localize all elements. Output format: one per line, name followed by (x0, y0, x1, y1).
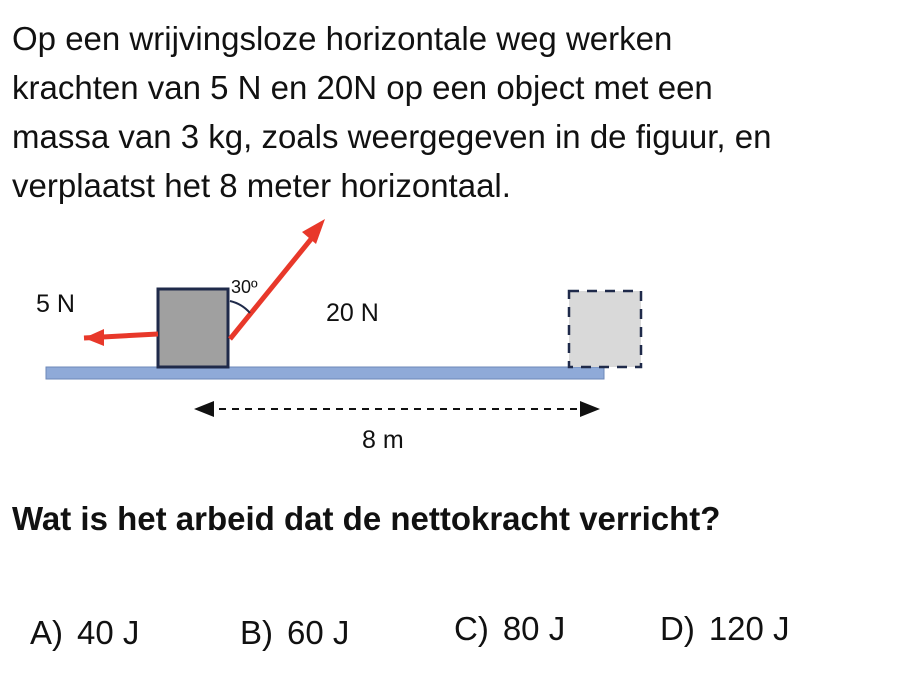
problem-line-3: massa van 3 kg, zoals weergegeven in de … (12, 118, 772, 155)
force-diagram: 5 N 20 N 30º 8 m (36, 219, 643, 454)
angle-arc (229, 300, 251, 314)
question: Wat is het arbeid dat de nettokracht ver… (12, 500, 721, 537)
force-angled-label: 20 N (326, 299, 379, 327)
force-arrow-20n (228, 231, 318, 341)
choice-c[interactable]: C) 80 J (454, 610, 565, 648)
problem-line-2: krachten van 5 N en 20N op een object me… (12, 69, 713, 106)
choice-d[interactable]: D) 120 J (660, 610, 790, 648)
choice-c-text: 80 J (502, 610, 566, 647)
choice-a-text: 40 J (77, 614, 140, 651)
object-block (156, 287, 230, 369)
force-left-label: 5 N (36, 290, 75, 318)
choice-a[interactable]: A) 40 J (30, 614, 139, 652)
choice-b-letter: B) (240, 614, 273, 651)
choice-b-text: 60 J (287, 614, 350, 651)
force-arrow-5n-head (84, 329, 104, 346)
problem-statement: Op een wrijvingsloze horizontale weg wer… (12, 14, 892, 210)
angle-label: 30º (231, 277, 258, 297)
choice-b[interactable]: B) 60 J (240, 614, 349, 652)
distance-arrow-left-head (194, 401, 214, 417)
choice-d-letter: D) (660, 610, 695, 647)
force-arrow-20n-head (302, 219, 325, 244)
choice-d-text: 120 J (708, 610, 790, 647)
distance-arrow-right-head (580, 401, 600, 417)
final-position-block (567, 289, 643, 369)
problem-line-4: verplaatst het 8 meter horizontaal. (12, 167, 511, 204)
choice-c-letter: C) (454, 610, 489, 647)
distance-label: 8 m (362, 426, 404, 454)
ground-surface (45, 366, 605, 380)
choice-a-letter: A) (30, 614, 63, 651)
problem-line-1: Op een wrijvingsloze horizontale weg wer… (12, 20, 673, 57)
